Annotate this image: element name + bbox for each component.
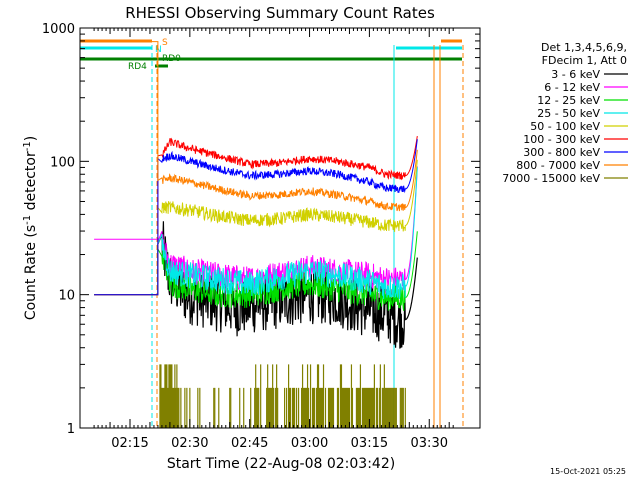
y-tick-label: 10	[58, 289, 75, 304]
y-axis-label-part: Count Rate (s	[23, 225, 39, 320]
state-annotation-label: RD4	[128, 62, 147, 72]
axes: 1 10 100 1000 02:15 02:30 02:45 03:00 03:15 03:30	[42, 22, 480, 451]
series-line-300-800keV	[94, 139, 418, 296]
x-tick-label: 02:15	[111, 436, 148, 451]
legend-entry-label: 50 - 100 keV	[530, 120, 600, 133]
y-tick-label: 100	[50, 155, 75, 170]
legend-entry-label: 12 - 25 keV	[537, 94, 600, 107]
legend-entry-label: 800 - 7000 keV	[516, 159, 600, 172]
x-tick-label: 03:15	[351, 436, 388, 451]
series-line-100-300keV	[94, 136, 418, 296]
x-tick-label: 02:30	[171, 436, 208, 451]
y-axis-label-exponent: -1	[22, 141, 33, 151]
state-annotation-label: S	[162, 38, 168, 48]
series-line-25-50keV	[94, 167, 418, 300]
y-axis-label-part: detector	[23, 151, 39, 215]
x-axis-label: Start Time (22-Aug-08 02:03:42)	[167, 456, 395, 472]
state-annotation-label: RD0	[162, 54, 181, 64]
plot-frame	[79, 27, 481, 429]
footer-date: 15-Oct-2021 05:25	[550, 467, 626, 476]
y-tick-label: 1	[67, 422, 75, 437]
y-tick-label: 1000	[42, 22, 75, 37]
legend-decimation: FDecim 1, Att 0	[542, 54, 627, 67]
legend-entry-label: 25 - 50 keV	[537, 107, 600, 120]
chart-title: RHESSI Observing Summary Count Rates	[125, 4, 435, 22]
legend-entry-label: 6 - 12 keV	[544, 81, 600, 94]
legend-entry-label: 100 - 300 keV	[523, 133, 600, 146]
x-tick-label: 03:30	[411, 436, 448, 451]
legend-entry-label: 3 - 6 keV	[551, 68, 600, 81]
series-line-800-7000keV	[94, 41, 418, 212]
legend-entry-label: 7000 - 15000 keV	[502, 172, 600, 185]
y-axis-label-exponent: -1	[22, 215, 33, 225]
y-axis-label: Count Rate (s-1 detector-1)	[22, 136, 39, 320]
legend-entry-label: 300 - 800 keV	[523, 146, 600, 159]
x-tick-label: 02:45	[231, 436, 268, 451]
y-axis-label-part: )	[23, 136, 39, 141]
series-line-50-100keV	[94, 159, 418, 296]
legend-detectors: Det 1,3,4,5,6,9,	[541, 41, 627, 54]
x-tick-label: 03:00	[291, 436, 328, 451]
